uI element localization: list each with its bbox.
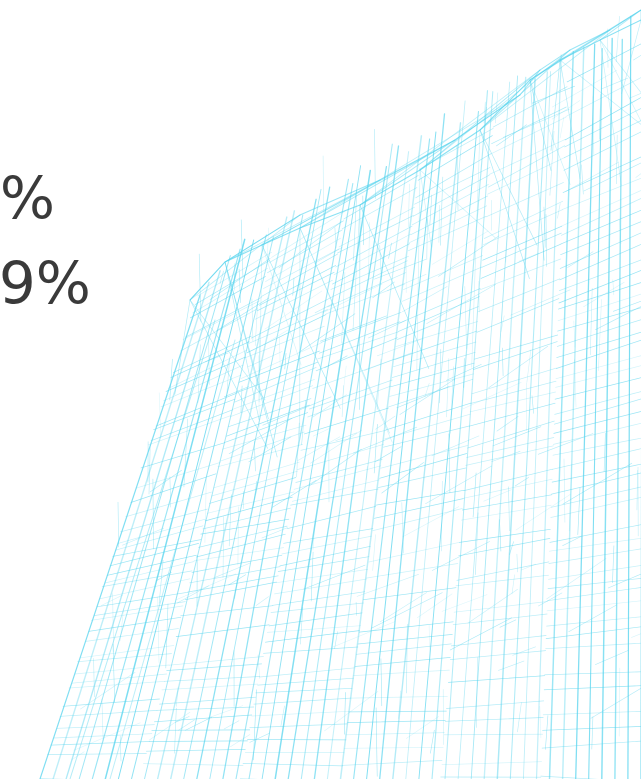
percentage-value-2: 59% [0, 249, 91, 317]
percentage-value-1: 0% [0, 164, 56, 232]
